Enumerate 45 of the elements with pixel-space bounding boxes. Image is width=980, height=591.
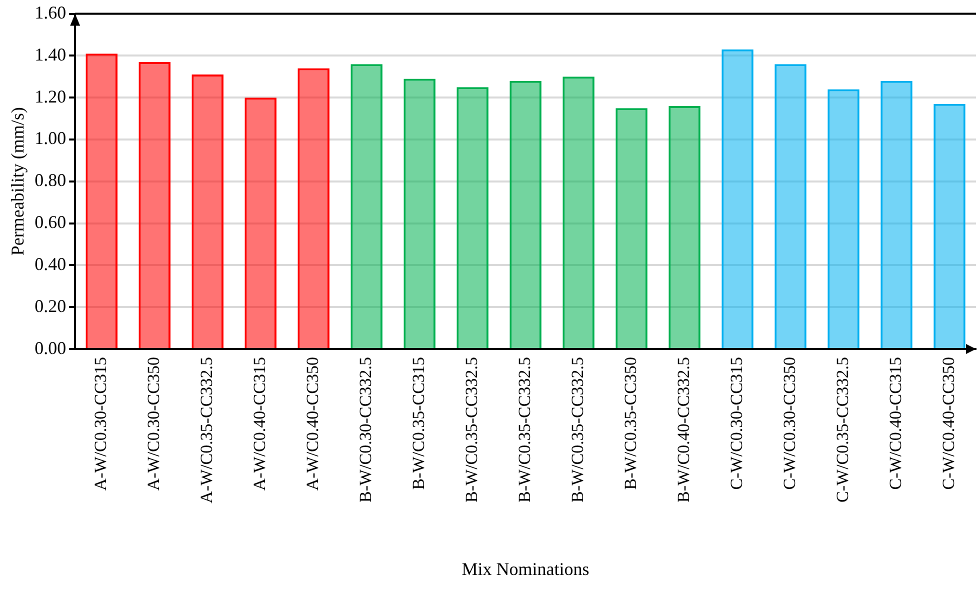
- bar: [774, 64, 806, 348]
- y-tick-label: 1.60: [34, 2, 66, 23]
- x-tick-label: C-W/C0.35-CC332.5: [832, 357, 852, 502]
- bar: [298, 68, 330, 348]
- x-axis-title: Mix Nominations: [462, 558, 590, 579]
- x-tick-label: B-W/C0.35-CC315: [409, 357, 428, 490]
- x-tick-label: A-W/C0.40-CC315: [250, 357, 270, 491]
- x-tick-label: C-W/C0.30-CC315: [726, 357, 746, 490]
- x-tick-label: B-W/C0.35-CC332.5: [515, 357, 534, 502]
- bar: [510, 80, 542, 348]
- bar: [192, 74, 224, 348]
- bar: [86, 54, 118, 348]
- bar: [138, 62, 170, 348]
- y-axis-title: Permeability (mm/s): [8, 107, 28, 256]
- y-tick-label: 1.00: [34, 128, 66, 148]
- bar: [404, 78, 436, 348]
- y-tick-label: 1.20: [34, 86, 66, 106]
- bar: [456, 87, 488, 348]
- y-tick-label: 0.00: [34, 338, 66, 358]
- bar: [722, 49, 754, 348]
- bar: [616, 108, 648, 348]
- x-tick-label: B-W/C0.35-CC350: [621, 357, 640, 490]
- x-tick-label: A-W/C0.30-CC315: [91, 357, 110, 491]
- x-tick-label: A-W/C0.40-CC350: [303, 357, 322, 491]
- y-tick-label: 0.40: [34, 254, 66, 274]
- y-tick-label: 0.60: [34, 212, 66, 232]
- bar: [350, 64, 382, 348]
- bar: [880, 80, 912, 348]
- bar: [828, 89, 860, 348]
- y-tick-label: 0.80: [34, 170, 66, 190]
- x-tick-label: C-W/C0.30-CC350: [780, 357, 799, 490]
- bar: [934, 104, 966, 348]
- x-tick-label: C-W/C0.40-CC315: [886, 357, 905, 490]
- x-tick-label: B-W/C0.30-CC332.5: [356, 357, 376, 502]
- bar: [668, 106, 700, 348]
- x-tick-label: B-W/C0.35-CC332.5: [462, 357, 482, 502]
- y-tick-label: 0.20: [34, 296, 66, 316]
- x-tick-label: C-W/C0.40-CC350: [938, 357, 958, 490]
- x-tick-label: B-W/C0.35-CC332.5: [568, 357, 588, 502]
- y-tick-label: 1.40: [34, 44, 66, 64]
- x-tick-label: A-W/C0.35-CC332.5: [197, 357, 216, 504]
- bar: [562, 76, 594, 348]
- x-tick-label: B-W/C0.40-CC332.5: [674, 357, 693, 502]
- x-tick-label: A-W/C0.30-CC350: [144, 357, 164, 491]
- bar: [244, 98, 276, 348]
